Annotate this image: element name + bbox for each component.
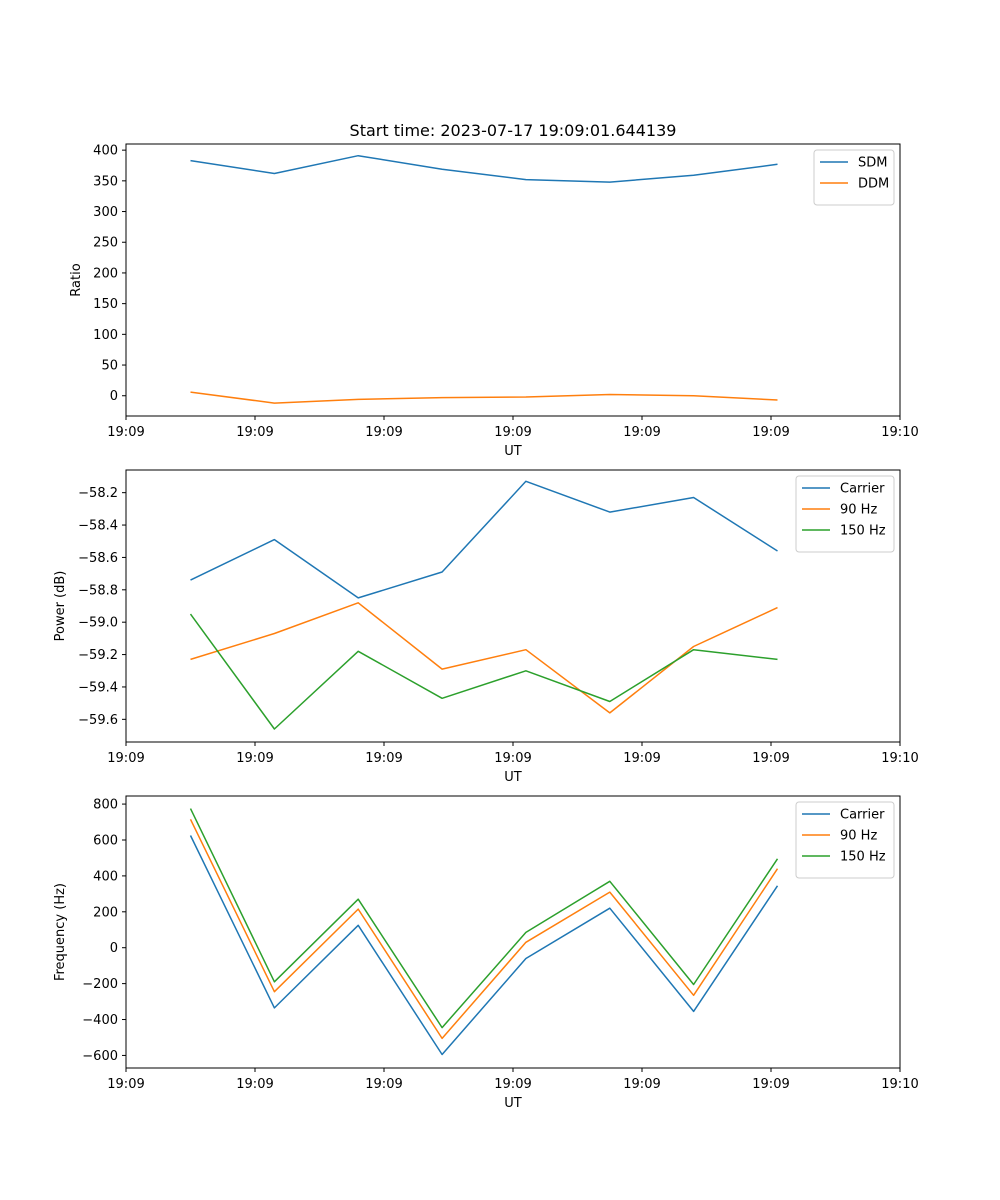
legend-label: 150 Hz	[840, 850, 886, 865]
x-tick-label: 19:09	[107, 425, 144, 440]
plots-container: 19:09 19:09 19:09 19:09 19:09 19:09 19:10 0 50 10…	[53, 121, 919, 1111]
x-axis-label: UT	[504, 770, 522, 785]
y-tick-label: 600	[93, 833, 118, 848]
x-tick-label: 19:09	[236, 425, 273, 440]
legend-box	[795, 475, 895, 553]
legend-label: DDM	[858, 177, 889, 192]
x-tick-label: 19:09	[365, 425, 402, 440]
y-tick-label: 800	[93, 798, 118, 813]
y-tick-label: 0	[110, 389, 118, 404]
subplot-1: 19:09 19:09 19:09 19:09 19:09 19:09 19:10 0 50 10…	[69, 121, 919, 459]
series-line-carrier	[189, 835, 779, 1056]
x-tick-label: 19:09	[752, 751, 789, 766]
y-tick-label: 100	[93, 328, 118, 343]
legend-label: Carrier	[840, 808, 885, 823]
y-tick-label: −58.2	[78, 486, 118, 501]
y-tick-label: 400	[93, 144, 118, 159]
y-tick-label: −400	[82, 1013, 118, 1028]
x-tick-label: 19:09	[623, 425, 660, 440]
y-tick-label: −58.6	[78, 551, 118, 566]
y-tick-label: 300	[93, 205, 118, 220]
x-tick-label: 19:09	[494, 751, 531, 766]
x-axis-label: UT	[504, 444, 522, 459]
x-tick-label: 19:09	[107, 751, 144, 766]
x-tick-label: 19:09	[236, 751, 273, 766]
y-tick-label: 200	[93, 266, 118, 281]
y-tick-label: −59.4	[78, 680, 118, 695]
y-tick-label: −59.6	[78, 713, 118, 728]
x-axis-label: UT	[504, 1096, 522, 1111]
series-line-150-hz	[189, 808, 779, 1029]
x-tick-label: 19:09	[236, 1077, 273, 1092]
y-axis-label: Ratio	[69, 263, 84, 296]
legend-box	[795, 801, 895, 879]
y-tick-label: −58.4	[78, 519, 118, 534]
legend-box	[813, 149, 895, 206]
series-line-ddm	[190, 391, 778, 404]
y-tick-label: −200	[82, 977, 118, 992]
x-tick-label: 19:10	[881, 425, 918, 440]
legend-label: 150 Hz	[840, 524, 886, 539]
legend-label: Carrier	[840, 482, 885, 497]
y-axis-label: Power (dB)	[53, 571, 68, 642]
series-line-150-hz	[189, 613, 778, 730]
y-tick-label: 350	[93, 174, 118, 189]
y-tick-label: 50	[101, 359, 118, 374]
x-tick-label: 19:10	[881, 1077, 918, 1092]
y-tick-label: 200	[93, 905, 118, 920]
y-tick-label: −58.8	[78, 583, 118, 598]
x-tick-label: 19:09	[752, 425, 789, 440]
series-line-90-hz	[189, 818, 779, 1040]
y-tick-label: −59.2	[78, 648, 118, 663]
legend: Carrier 90 Hz 150 Hz	[795, 475, 895, 553]
x-tick-label: 19:09	[365, 751, 402, 766]
x-tick-label: 19:09	[623, 1077, 660, 1092]
subplot-3: 19:09 19:09 19:09 19:09 19:09 19:09 19:10 −600 −…	[53, 795, 919, 1111]
x-tick-label: 19:09	[494, 1077, 531, 1092]
x-tick-label: 19:10	[881, 751, 918, 766]
chart-title: Start time: 2023-07-17 19:09:01.644139	[350, 121, 677, 140]
x-tick-label: 19:09	[107, 1077, 144, 1092]
series-line-carrier	[190, 480, 778, 599]
y-tick-label: −600	[82, 1049, 118, 1064]
y-tick-label: −59.0	[78, 616, 118, 631]
legend-label: SDM	[858, 156, 887, 171]
legend-label: 90 Hz	[840, 503, 877, 518]
y-tick-label: 250	[93, 236, 118, 251]
x-tick-label: 19:09	[494, 425, 531, 440]
subplot-2: 19:09 19:09 19:09 19:09 19:09 19:09 19:10 −59.6…	[53, 469, 919, 785]
y-tick-label: 0	[110, 941, 118, 956]
legend: Carrier 90 Hz 150 Hz	[795, 801, 895, 879]
legend-label: 90 Hz	[840, 829, 877, 844]
y-tick-label: 150	[93, 297, 118, 312]
y-tick-label: 400	[93, 869, 118, 884]
x-tick-label: 19:09	[623, 751, 660, 766]
y-axis-label: Frequency (Hz)	[53, 883, 68, 981]
x-tick-label: 19:09	[752, 1077, 789, 1092]
legend: SDM DDM	[813, 149, 895, 206]
series-line-sdm	[190, 154, 778, 183]
x-tick-label: 19:09	[365, 1077, 402, 1092]
